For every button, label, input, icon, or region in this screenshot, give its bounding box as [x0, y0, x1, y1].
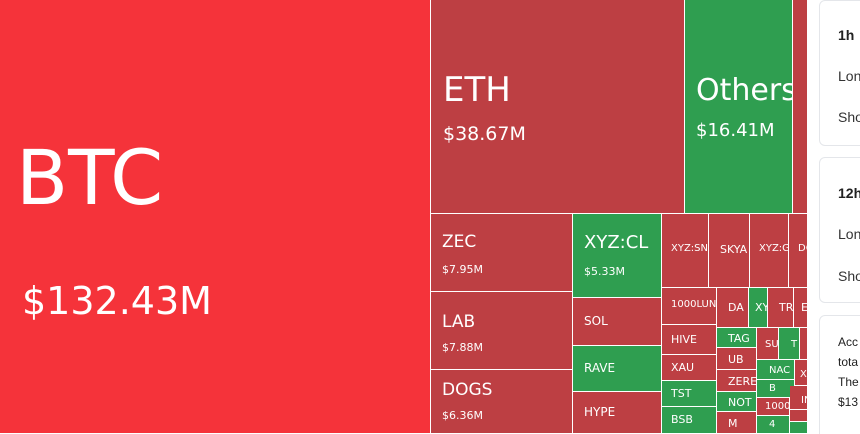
tile-symbol: E	[801, 301, 808, 314]
tile-symbol: X	[800, 369, 807, 380]
treemap-tile[interactable]: UB	[717, 348, 757, 370]
tile-value: $132.43M	[22, 279, 212, 323]
tile-symbol: RAVE	[584, 361, 616, 375]
treemap-tile[interactable]: E	[794, 288, 808, 328]
card-title: 1h	[838, 27, 855, 43]
tile-symbol: ZERE	[728, 375, 757, 388]
tile-symbol: ETH	[443, 70, 511, 110]
long-label: Lon	[838, 226, 860, 242]
treemap-tile[interactable]: BSB	[662, 407, 717, 434]
treemap-tile[interactable]: BTC $132.43M	[0, 0, 431, 434]
treemap-tile[interactable]: HYPE	[573, 392, 662, 434]
treemap-tile[interactable]: M	[717, 412, 757, 434]
treemap-tile[interactable]: ZEC $7.95M	[431, 214, 573, 292]
tile-symbol: LAB	[442, 312, 476, 332]
tile-symbol: HYPE	[584, 405, 616, 419]
summary-line-3: The	[838, 375, 859, 389]
treemap-tile[interactable]: TAG	[717, 328, 757, 348]
treemap-tile[interactable]: TR	[768, 288, 794, 328]
treemap-tile[interactable]: RAVE	[573, 346, 662, 392]
tile-value: $38.67M	[443, 123, 526, 145]
short-label: Sho	[838, 268, 860, 284]
tile-symbol: SKYA	[720, 243, 748, 256]
tile-symbol: XY	[755, 301, 768, 314]
tile-symbol: T	[791, 339, 798, 350]
treemap-tile[interactable]: Others $16.41M	[685, 0, 793, 214]
stats-card-1h: 1h Lon Sho	[819, 0, 860, 146]
summary-line-4: $13	[838, 395, 859, 409]
tile-symbol: IN	[801, 395, 807, 406]
stats-card-12h: 12h Lon Sho	[819, 157, 860, 303]
tile-symbol: SU	[765, 339, 779, 350]
tile-symbol: HIVE	[671, 333, 697, 346]
tile-symbol: TR	[779, 301, 794, 314]
tile-symbol: BTC	[16, 133, 164, 222]
tile-symbol: 1000	[765, 401, 790, 412]
treemap-tile[interactable]: NOT	[717, 392, 757, 412]
tile-symbol: XYZ:SN	[671, 243, 709, 254]
tile-symbol: DA	[728, 301, 744, 314]
treemap-tile[interactable]	[790, 410, 808, 422]
treemap-tile[interactable]: X	[795, 360, 808, 386]
tile-symbol: ZEC	[442, 232, 477, 252]
treemap-tile[interactable]: IN	[790, 386, 808, 410]
tile-symbol: TAG	[728, 332, 750, 345]
tile-symbol: XYZ:CL	[584, 232, 649, 253]
tile-value: $7.88M	[442, 341, 483, 354]
tile-symbol: TST	[671, 387, 692, 400]
summary-line-2: tota	[838, 355, 859, 369]
treemap-tile[interactable]: 4	[757, 416, 790, 434]
tile-symbol: NOT	[728, 396, 752, 409]
tile-symbol: XAU	[671, 361, 695, 374]
treemap-tile[interactable]: ZERE	[717, 370, 757, 392]
tile-symbol: SOL	[584, 314, 608, 328]
treemap-tile[interactable]: SOL	[573, 298, 662, 346]
tile-value: $6.36M	[442, 409, 483, 422]
tile-symbol: DOGS	[442, 380, 493, 400]
treemap-tile[interactable]: SU	[757, 328, 779, 360]
tile-value: $7.95M	[442, 263, 483, 276]
treemap-tile[interactable]	[793, 0, 808, 214]
treemap-tile[interactable]: 1000	[757, 398, 790, 416]
treemap-tile[interactable]: XYZ:SN	[662, 214, 709, 288]
treemap-tile[interactable]	[790, 422, 808, 434]
treemap-tile[interactable]: SKYA	[709, 214, 750, 288]
treemap-tile[interactable]: LAB $7.88M	[431, 292, 573, 370]
tile-symbol: XYZ:G	[759, 243, 789, 254]
tile-symbol: 1000LUN	[671, 299, 717, 310]
treemap-tile[interactable]: ETH $38.67M	[431, 0, 685, 214]
tile-symbol: 4	[769, 419, 776, 430]
side-panel: 1h Lon Sho 12h Lon Sho Acc tota The $13	[808, 0, 860, 434]
tile-symbol: B	[769, 383, 776, 394]
summary-card: Acc tota The $13	[819, 315, 860, 434]
tile-symbol: Others	[696, 73, 793, 108]
tile-symbol: DO	[798, 243, 807, 254]
summary-line-1: Acc	[838, 335, 859, 349]
card-title: 12h	[838, 185, 860, 201]
short-label: Sho	[838, 109, 860, 125]
tile-symbol: M	[728, 417, 738, 430]
treemap-tile[interactable]: XAU	[662, 355, 717, 381]
long-label: Lon	[838, 68, 860, 84]
treemap-tile[interactable]: T	[779, 328, 800, 360]
treemap-tile[interactable]: DO	[789, 214, 808, 288]
liquidation-treemap: BTC $132.43M ETH $38.67M Others $16.41M ZEC $7.…	[0, 0, 808, 434]
tile-symbol: BSB	[671, 413, 693, 426]
treemap-tile[interactable]: TST	[662, 381, 717, 407]
treemap-tile[interactable]: XYZ:CL $5.33M	[573, 214, 662, 298]
tile-symbol: UB	[728, 353, 744, 366]
treemap-tile[interactable]	[800, 328, 808, 360]
treemap-tile[interactable]: 1000LUN	[662, 288, 717, 325]
tile-value: $5.33M	[584, 265, 625, 278]
treemap-tile[interactable]: NAC	[757, 360, 795, 380]
treemap-tile[interactable]: DOGS $6.36M	[431, 370, 573, 434]
treemap-tile[interactable]: XYZ:G	[750, 214, 789, 288]
treemap-tile[interactable]: DA	[717, 288, 749, 328]
treemap-tile[interactable]: HIVE	[662, 325, 717, 355]
tile-value: $16.41M	[696, 120, 775, 141]
tile-symbol: NAC	[769, 365, 791, 376]
treemap-tile[interactable]: XY	[749, 288, 768, 328]
